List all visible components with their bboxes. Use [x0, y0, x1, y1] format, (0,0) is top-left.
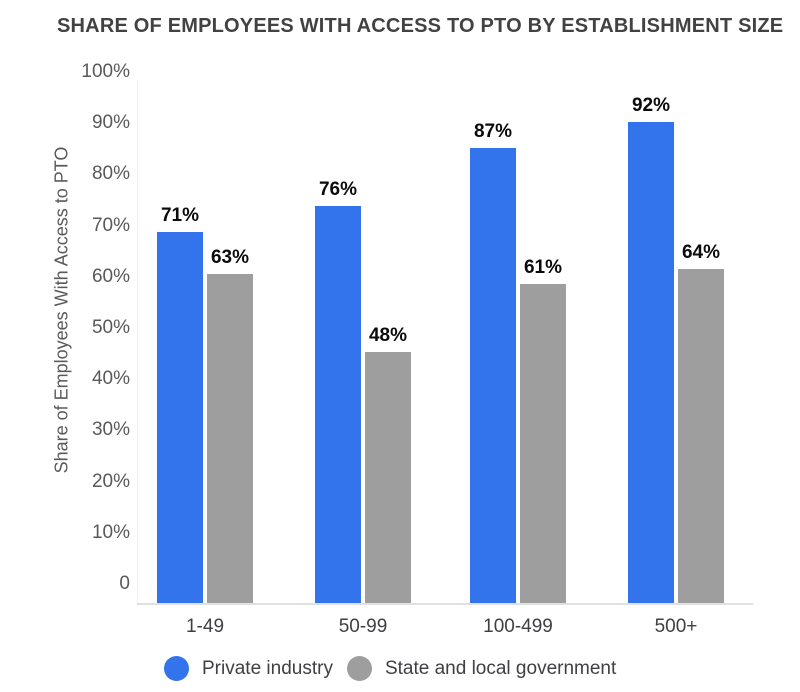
y-tick-label-10: 10% — [91, 521, 130, 543]
bar-value-label-private-industry-1-49: 71% — [160, 205, 200, 226]
y-tick-label-100: 100% — [81, 61, 130, 82]
y-tick-label-60: 60% — [91, 265, 130, 287]
bar-state-and-local-government-50-99 — [365, 352, 411, 604]
y-tick-label-30: 30% — [91, 419, 130, 441]
legend-swatch-icon-state-and-local-government — [346, 656, 372, 681]
x-tick-label-1-49: 1-49 — [185, 616, 225, 637]
y-tick-label-80: 80% — [91, 163, 130, 185]
y-tick-label-70: 70% — [91, 214, 130, 236]
y-tick-label-50: 50% — [91, 317, 130, 338]
legend-label-private-industry: Private industry — [202, 657, 333, 679]
legend-label-state-and-local-government: State and local government — [384, 657, 617, 679]
bar-value-label-state-and-local-government-500: 64% — [681, 242, 721, 263]
y-axis-line — [137, 80, 138, 604]
x-tick-label-500: 500+ — [654, 616, 698, 637]
legend-swatch-icon-private-industry — [164, 656, 189, 681]
y-tick-label-90: 90% — [91, 112, 130, 134]
bar-value-label-private-industry-500: 92% — [631, 95, 671, 116]
bar-value-label-state-and-local-government-50-99: 48% — [368, 325, 408, 346]
bar-state-and-local-government-1-49 — [207, 274, 253, 604]
bar-private-industry-50-99 — [315, 206, 361, 604]
bar-state-and-local-government-100-499 — [520, 284, 566, 604]
x-axis-line — [137, 603, 753, 605]
chart-title: SHARE OF EMPLOYEES WITH ACCESS TO PTO BY… — [57, 15, 784, 37]
bar-state-and-local-government-500 — [678, 269, 724, 604]
x-tick-label-50-99: 50-99 — [338, 616, 388, 637]
bar-value-label-state-and-local-government-100-499: 61% — [523, 257, 563, 278]
y-tick-label-40: 40% — [91, 368, 130, 390]
bar-value-label-private-industry-50-99: 76% — [318, 179, 358, 200]
bar-value-label-private-industry-100-499: 87% — [473, 121, 513, 142]
legend-item-state-and-local-government: State and local government — [346, 656, 617, 681]
legend-item-private-industry: Private industry — [164, 656, 333, 681]
x-tick-label-100-499: 100-499 — [483, 616, 553, 637]
bar-private-industry-1-49 — [157, 232, 203, 604]
bar-private-industry-100-499 — [470, 148, 516, 604]
legend: Private industry State and local governme… — [164, 655, 616, 682]
y-tick-label-0: 0 — [119, 573, 130, 594]
y-tick-label-20: 20% — [91, 470, 130, 492]
bar-private-industry-500 — [628, 122, 674, 604]
bar-value-label-state-and-local-government-1-49: 63% — [210, 247, 250, 268]
